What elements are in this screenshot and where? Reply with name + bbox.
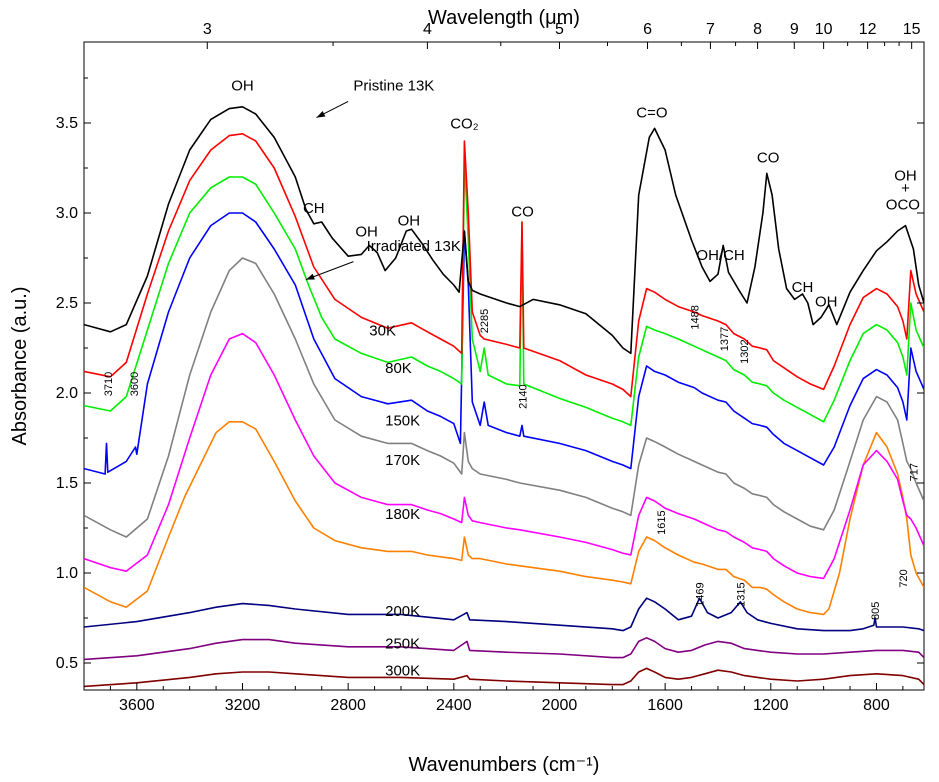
x-tick-label: 2400 xyxy=(436,697,472,714)
top-tick-label: 12 xyxy=(859,21,877,38)
series-layer xyxy=(84,106,924,688)
band-annotation: CH xyxy=(792,279,814,296)
peak-label: 1488 xyxy=(690,305,702,329)
peak-label: 3710 xyxy=(103,372,115,396)
band-annotation: CO₂ xyxy=(450,115,479,132)
y-tick-label: 2.5 xyxy=(56,295,78,312)
series-line xyxy=(84,212,924,475)
series-label: 250K xyxy=(385,636,420,653)
x-axis-title: Wavenumbers (cm⁻¹) xyxy=(409,754,600,776)
band-annotation: CH xyxy=(303,200,325,217)
band-annotation: OCO xyxy=(886,196,920,213)
y-tick-label: 2.0 xyxy=(56,385,78,402)
series-label: 300K xyxy=(385,663,420,680)
series-label: 180K xyxy=(385,506,420,523)
series-line xyxy=(84,637,924,661)
series-label: 170K xyxy=(385,452,420,469)
series-line xyxy=(84,597,924,632)
x-tick-label: 800 xyxy=(863,697,890,714)
band-annotation: OH xyxy=(894,168,917,185)
series-line xyxy=(84,133,924,398)
y-axis-title: Absorbance (a.u.) xyxy=(9,287,31,446)
series-label: 150K xyxy=(385,412,420,429)
series-label: Irradiated 13K xyxy=(367,238,461,255)
top-tick-label: 3 xyxy=(203,21,212,38)
series-label: 30K xyxy=(369,322,396,339)
y-tick-label: 1.5 xyxy=(56,475,78,492)
band-annotation: CO xyxy=(511,204,534,221)
x-tick-label: 1200 xyxy=(753,697,789,714)
band-annotation: OH xyxy=(355,223,378,240)
band-annotation: CO xyxy=(757,150,780,167)
peak-label: 1302 xyxy=(739,339,751,363)
top-tick-label: 5 xyxy=(555,21,564,38)
y-tick-label: 1.0 xyxy=(56,565,78,582)
peak-label: 1615 xyxy=(656,510,668,534)
x-tick-label: 1600 xyxy=(647,697,683,714)
top-axis-title: Wavelength (μm) xyxy=(428,7,580,29)
peak-label: 1469 xyxy=(695,582,707,606)
peak-label: 717 xyxy=(908,463,920,481)
x-tick-label: 2800 xyxy=(330,697,366,714)
peak-label: 805 xyxy=(870,602,882,620)
band-annotation: C=O xyxy=(636,105,667,122)
band-annotation: OH xyxy=(398,213,421,230)
annotation-layer: Pristine 13K Irradiated 13K 30K 80K 150K 170K… xyxy=(103,78,921,680)
axis-layer: 3600 3200 2800 2400 2000 1600 1200 800 0.5 1.0 1.5… xyxy=(56,21,924,714)
pointer-arrow xyxy=(305,261,354,281)
y-tick-label: 3.5 xyxy=(56,115,78,132)
series-label: Pristine 13K xyxy=(353,78,434,95)
top-tick-label: 10 xyxy=(815,21,833,38)
series-line xyxy=(84,667,924,688)
series-line xyxy=(84,421,924,616)
series-line xyxy=(84,332,924,580)
x-tick-label: 3600 xyxy=(119,697,155,714)
x-tick-label: 2000 xyxy=(542,697,578,714)
top-tick-label: 6 xyxy=(643,21,652,38)
peak-label: 3600 xyxy=(129,372,141,396)
peak-label: 2140 xyxy=(518,384,530,408)
band-annotation: OH xyxy=(815,294,838,311)
peak-label: 720 xyxy=(898,569,910,587)
band-annotation: OH/CH xyxy=(696,247,744,264)
plot-frame xyxy=(83,41,925,691)
band-annotation: OH xyxy=(231,78,254,95)
top-tick-label: 8 xyxy=(753,21,762,38)
y-tick-label: 0.5 xyxy=(56,655,78,672)
series-line xyxy=(84,106,924,355)
band-annotation: + xyxy=(901,180,910,197)
pointer-arrow-head xyxy=(316,111,326,118)
pointer-arrow-head xyxy=(305,273,315,280)
series-line xyxy=(84,158,924,427)
series-label: 200K xyxy=(385,603,420,620)
top-tick-label: 15 xyxy=(903,21,921,38)
top-tick-label: 4 xyxy=(423,21,432,38)
top-tick-label: 7 xyxy=(706,21,715,38)
peak-label: 1315 xyxy=(735,582,747,606)
peak-label: 2285 xyxy=(479,309,491,333)
series-label: 80K xyxy=(385,360,412,377)
x-tick-label: 3200 xyxy=(225,697,261,714)
series-line xyxy=(84,257,924,538)
top-tick-label: 9 xyxy=(790,21,799,38)
y-tick-label: 3.0 xyxy=(56,205,78,222)
peak-label: 1377 xyxy=(719,327,731,351)
